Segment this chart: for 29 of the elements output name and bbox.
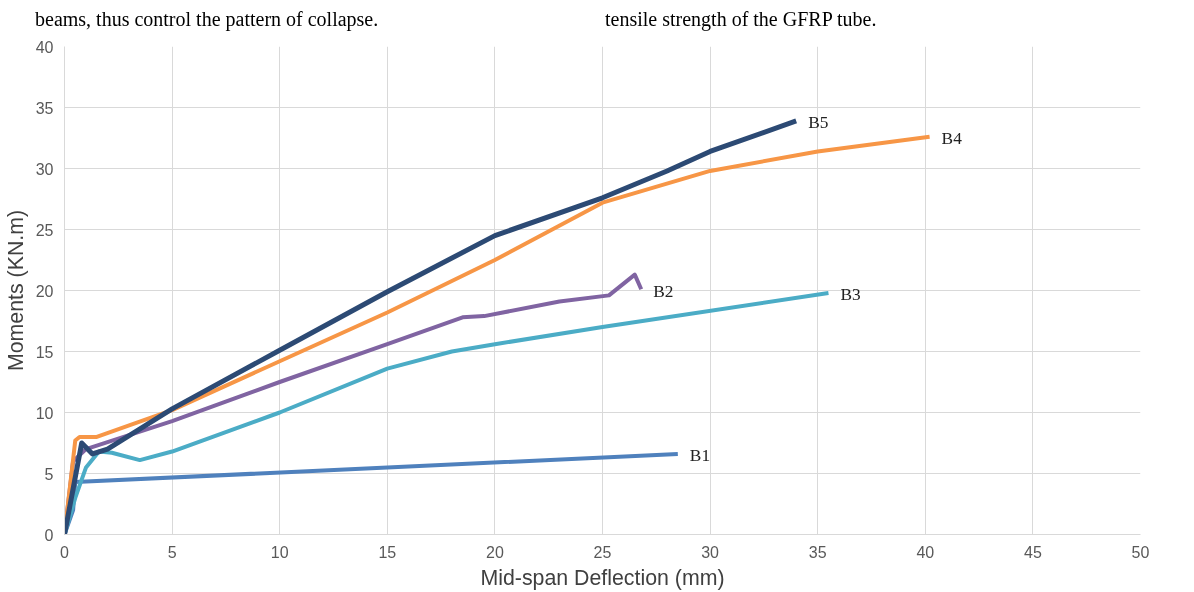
x-tick-label: 20 bbox=[486, 543, 504, 561]
y-tick-label: 10 bbox=[35, 404, 54, 422]
y-axis-title: Moments (KN.m) bbox=[3, 209, 28, 372]
text: beams, thus control the pattern of collapse. bbox=[35, 7, 379, 33]
y-tick-label: 35 bbox=[35, 99, 54, 117]
series-label: B1 bbox=[689, 446, 711, 466]
x-tick-label: 50 bbox=[1131, 543, 1150, 561]
x-tick-label: 10 bbox=[270, 543, 289, 561]
x-tick-label: 45 bbox=[1024, 543, 1042, 561]
text: tensile strength of the GFRP tube. bbox=[605, 7, 877, 33]
x-axis-title: Mid-span Deflection (mm) bbox=[480, 565, 725, 590]
y-tick-label: 40 bbox=[35, 38, 54, 56]
x-tick-label: 5 bbox=[167, 543, 177, 561]
series-label: B2 bbox=[653, 281, 674, 301]
y-tick-label: 15 bbox=[35, 343, 54, 361]
x-tick-label: 30 bbox=[701, 543, 720, 561]
y-tick-label: 5 bbox=[44, 465, 54, 483]
y-tick-label: 20 bbox=[35, 282, 54, 300]
x-tick-label: 25 bbox=[593, 543, 612, 561]
x-tick-label: 35 bbox=[808, 543, 827, 561]
y-tick-label: 30 bbox=[35, 160, 54, 178]
y-tick-label: 25 bbox=[35, 221, 54, 239]
y-tick-label: 0 bbox=[44, 526, 54, 544]
series-label: B4 bbox=[941, 129, 963, 149]
x-tick-label: 15 bbox=[378, 543, 397, 561]
series-label: B5 bbox=[808, 113, 829, 133]
x-tick-label: 40 bbox=[916, 543, 935, 561]
x-tick-label: 0 bbox=[60, 543, 70, 561]
series-label: B3 bbox=[840, 285, 861, 305]
